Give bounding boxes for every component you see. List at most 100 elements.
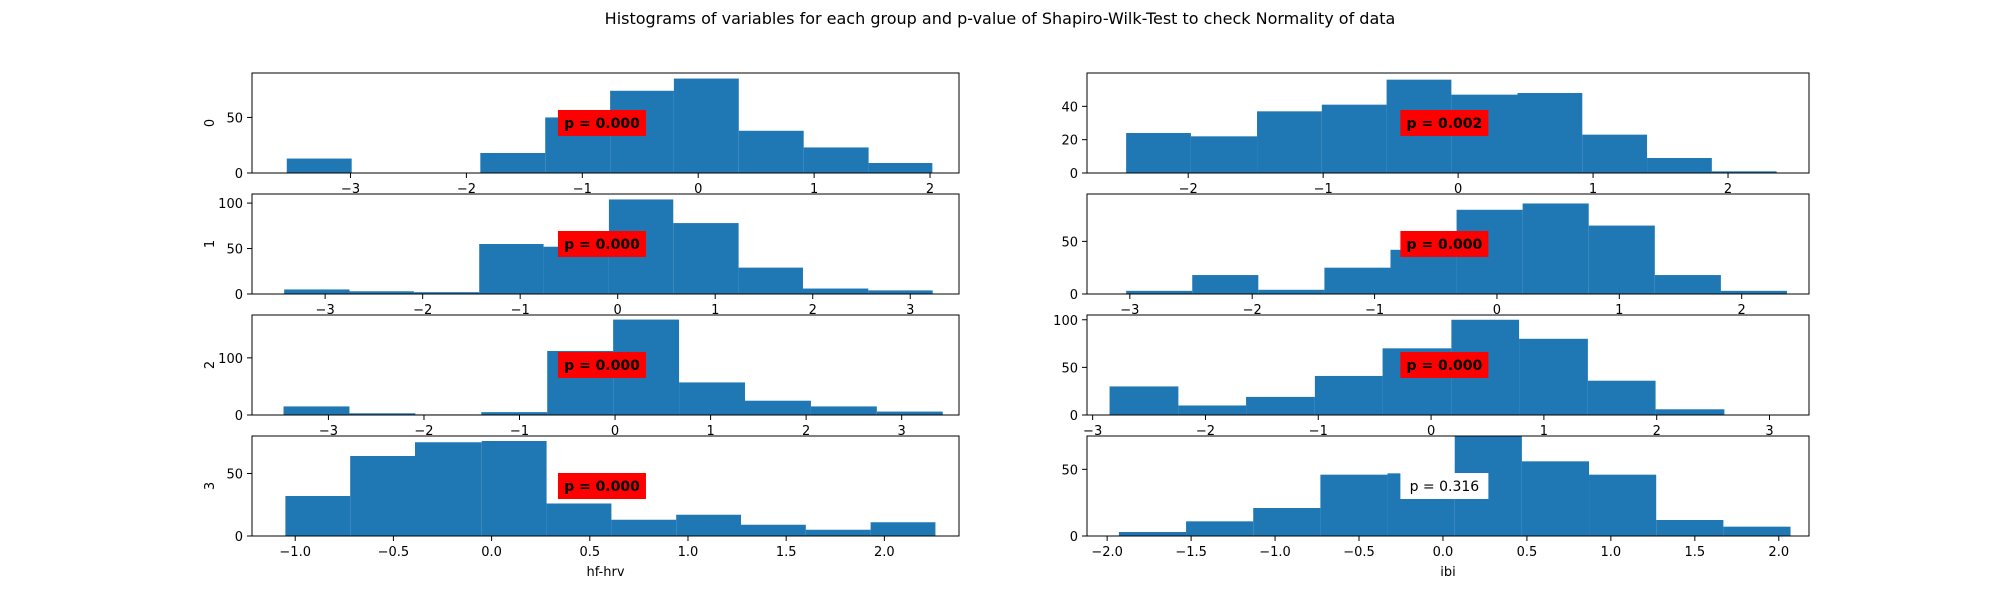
x-tick-label: 1	[706, 424, 714, 439]
p-value-label: p = 0.000	[1406, 237, 1482, 253]
p-value-label: p = 0.000	[564, 237, 640, 253]
histogram-bar	[1109, 386, 1179, 415]
histogram-bar	[673, 78, 739, 173]
x-tick-label: −2	[1179, 182, 1198, 197]
x-tick-label: −3	[1083, 424, 1102, 439]
histogram-panel-ibi-group-1: −3 −2 −1 0 1 2 0 50 p = 0.000	[1061, 193, 1810, 318]
histogram-bar	[284, 289, 350, 294]
histogram-panel-hf-hrv-group-1: −3 −2 −1 0 1 2 3 0 50 100 1 p = 0.000	[203, 193, 960, 318]
y-tick-label: 20	[1061, 134, 1078, 149]
y-axis-label: 0	[203, 119, 218, 127]
histogram-bar	[679, 382, 745, 415]
histogram-bar	[1582, 134, 1648, 173]
histogram-bar	[1320, 474, 1388, 536]
y-tick-label: 40	[1061, 100, 1078, 115]
y-tick-label: 100	[218, 352, 243, 367]
x-tick-label: −1	[1314, 182, 1333, 197]
x-tick-label: −1	[1365, 303, 1384, 318]
x-tick-label: 2	[1653, 424, 1661, 439]
x-tick-label: 3	[906, 303, 914, 318]
axes-frame	[1086, 314, 1810, 416]
x-tick-label: 0	[614, 303, 622, 318]
histogram-panel-ibi-group-3: −2.0 −1.5 −1.0 −0.5 0.0 0.5 1.0 1.5 2.0 0 50 ibi p =…	[1061, 435, 1810, 580]
x-tick-label: 1	[810, 182, 818, 197]
histogram-panel-hf-hrv-group-3: −1.0 −0.5 0.0 0.5 1.0 1.5 2.0 0 50 3 hf-hrv p = 0.0…	[203, 435, 960, 580]
x-tick-label: 1	[1540, 424, 1548, 439]
p-value-label: p = 0.000	[564, 116, 640, 132]
histogram-bar	[1118, 532, 1187, 536]
histogram-bar	[1321, 104, 1387, 173]
x-tick-label: −1	[573, 182, 592, 197]
histogram-bar	[479, 244, 544, 294]
x-tick-label: −1.5	[1175, 545, 1207, 560]
p-value-box	[557, 231, 646, 257]
p-value-label: p = 0.002	[1406, 116, 1482, 132]
histogram-bar	[744, 400, 811, 415]
histogram-bar	[868, 290, 933, 294]
x-tick-label: 1	[1589, 182, 1597, 197]
axes-frame	[251, 435, 960, 537]
p-value-label: p = 0.000	[564, 358, 640, 374]
histogram-bar	[805, 529, 871, 536]
x-tick-label: −2	[1196, 424, 1215, 439]
axes-frame	[251, 193, 960, 295]
histogram-bar	[1588, 225, 1655, 294]
histogram-bar	[676, 514, 742, 536]
histogram-bar	[1246, 396, 1315, 415]
y-tick-label: 0	[1070, 167, 1078, 182]
x-tick-label: −2	[414, 424, 433, 439]
x-tick-label: 0	[1493, 303, 1501, 318]
x-tick-label: 1	[1615, 303, 1623, 318]
x-tick-label: 0.5	[1517, 545, 1538, 560]
x-tick-label: −2	[457, 182, 476, 197]
histogram-bar	[1192, 275, 1259, 294]
x-tick-label: 2	[926, 182, 934, 197]
x-tick-label: 2.0	[1768, 545, 1789, 560]
y-tick-label: 0	[235, 530, 243, 545]
x-tick-label: 1.0	[678, 545, 699, 560]
histogram-bar	[1324, 267, 1391, 294]
histogram-bar	[1390, 249, 1457, 294]
histogram-bar	[1656, 520, 1724, 536]
axes-frame	[1086, 72, 1810, 174]
histogram-bar	[1655, 409, 1725, 415]
x-tick-label: −2	[1243, 303, 1262, 318]
histogram-bar	[738, 267, 803, 294]
histogram-bar	[415, 442, 482, 536]
y-axis-label: 3	[203, 482, 218, 490]
histogram-bar	[611, 519, 677, 536]
x-axis-label: ibi	[1440, 565, 1455, 580]
y-tick-label: 50	[226, 468, 243, 483]
x-tick-label: −2	[413, 303, 432, 318]
y-tick-label: 0	[235, 288, 243, 303]
histogram-bar	[810, 406, 877, 415]
histogram-bar	[1589, 474, 1657, 536]
histogram-bar	[285, 496, 351, 536]
y-tick-label: 50	[226, 111, 243, 126]
x-tick-label: 1	[711, 303, 719, 318]
y-tick-label: 50	[1061, 361, 1078, 376]
histogram-bar	[673, 223, 739, 294]
y-tick-label: 50	[1061, 235, 1078, 250]
histogram-bar	[802, 288, 869, 294]
y-tick-label: 0	[1070, 409, 1078, 424]
x-tick-label: 0.0	[481, 545, 502, 560]
y-tick-label: 0	[1070, 288, 1078, 303]
histogram-bar	[283, 406, 350, 415]
p-value-box	[1400, 110, 1489, 136]
histogram-bar	[1522, 203, 1589, 294]
histogram-bar	[1647, 158, 1712, 173]
x-tick-label: −3	[1120, 303, 1139, 318]
x-tick-label: 1.0	[1601, 545, 1622, 560]
histogram-bar	[1720, 290, 1787, 294]
histogram-bar	[876, 411, 943, 415]
histogram-bar	[349, 413, 416, 415]
histogram-bar	[413, 292, 480, 294]
x-axis-label: hf-hrv	[586, 565, 624, 580]
x-tick-label: −1.0	[279, 545, 311, 560]
histogram-bar	[350, 456, 416, 536]
x-tick-label: 0	[1427, 424, 1435, 439]
histogram-bar	[1314, 375, 1383, 415]
